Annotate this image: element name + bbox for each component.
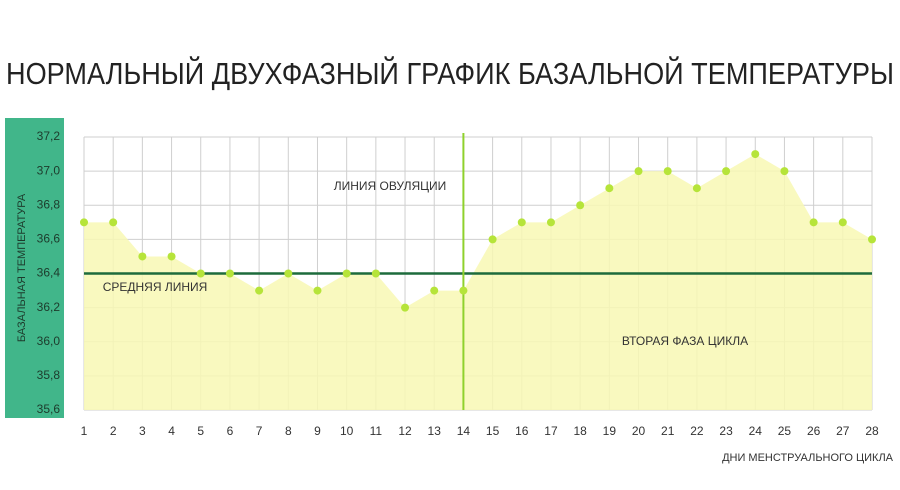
x-tick-label: 18 [573,424,587,438]
data-point [488,235,497,244]
y-tick-label: 36,0 [37,334,61,348]
y-axis-label: БАЗАЛЬНАЯ ТЕМПЕРАТУРА [16,193,28,342]
data-point [371,269,380,278]
x-tick-label: 3 [139,424,146,438]
data-point [401,303,410,312]
x-tick-label: 13 [428,424,442,438]
y-tick-label: 35,6 [37,402,61,416]
y-axis-band [5,118,64,418]
x-tick-label: 5 [197,424,204,438]
data-point [459,286,468,295]
y-tick-label: 35,8 [37,368,61,382]
x-tick-label: 12 [398,424,412,438]
data-point [605,184,614,193]
x-tick-label: 23 [719,424,733,438]
y-tick-label: 36,6 [37,232,61,246]
data-point [225,269,234,278]
data-point [284,269,293,278]
data-point [313,286,322,295]
x-tick-label: 27 [836,424,850,438]
x-tick-label: 9 [314,424,321,438]
x-tick-label: 19 [603,424,617,438]
data-point [809,218,818,227]
x-tick-label: 8 [285,424,292,438]
data-point [692,184,701,193]
x-tick-label: 15 [486,424,500,438]
x-tick-label: 2 [110,424,117,438]
x-tick-label: 10 [340,424,354,438]
x-tick-label: 4 [168,424,175,438]
x-tick-label: 1 [81,424,88,438]
data-point [868,235,876,244]
phase-label: ВТОРАЯ ФАЗА ЦИКЛА [622,334,748,348]
data-point [663,167,672,176]
x-tick-label: 6 [227,424,234,438]
data-point [430,286,439,295]
y-tick-label: 36,8 [37,197,61,211]
data-point [780,167,789,176]
x-tick-label: 17 [544,424,558,438]
x-tick-label: 25 [778,424,792,438]
data-point [138,252,147,261]
data-point [255,286,264,295]
data-point [517,218,526,227]
data-point [722,167,731,176]
data-point [109,218,118,227]
x-tick-label: 22 [690,424,704,438]
data-point [80,218,88,227]
data-point [546,218,555,227]
area [84,154,872,410]
data-point [634,167,643,176]
x-tick-label: 24 [749,424,763,438]
y-tick-label: 37,2 [37,129,61,143]
x-tick-label: 16 [515,424,529,438]
mean-line-label: СРЕДНЯЯ ЛИНИЯ [103,280,208,294]
y-tick-label: 37,0 [37,163,61,177]
data-point [342,269,351,278]
x-tick-label: 26 [807,424,821,438]
data-point [751,150,760,159]
data-point [576,201,585,210]
data-point [838,218,847,227]
x-tick-label: 7 [256,424,263,438]
ovulation-line-label: ЛИНИЯ ОВУЛЯЦИИ [334,179,447,193]
y-tick-label: 36,4 [37,266,61,280]
y-tick-label: 36,2 [37,300,61,314]
x-tick-label: 20 [632,424,646,438]
data-point [196,269,205,278]
data-point [167,252,176,261]
x-tick-label: 11 [370,424,383,438]
chart-title: НОРМАЛЬНЫЙ ДВУХФАЗНЫЙ ГРАФИК БАЗАЛЬНОЙ Т… [6,55,894,91]
x-tick-label: 14 [457,424,471,438]
x-axis-label: ДНИ МЕНСТРУАЛЬНОГО ЦИКЛА [722,452,894,464]
x-tick-label: 21 [661,424,675,438]
x-tick-label: 28 [865,424,879,438]
